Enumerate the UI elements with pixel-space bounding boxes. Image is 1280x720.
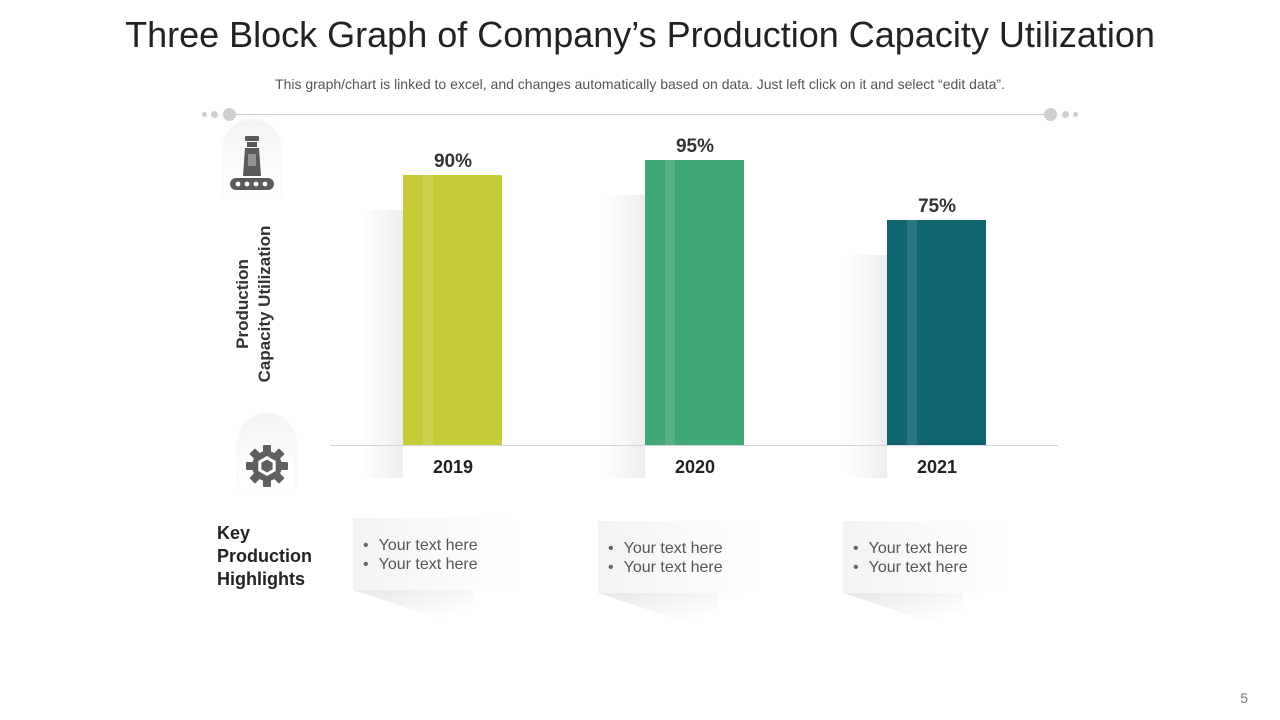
highlight-bullet: Your text here [853, 539, 968, 558]
divider-dot [1073, 112, 1078, 117]
page-title: Three Block Graph of Company’s Productio… [125, 14, 1155, 55]
gear-icon [245, 444, 289, 488]
bar-value-label: 95% [675, 136, 715, 157]
bar-shadow [603, 195, 645, 478]
highlight-bullet: Your text here [608, 539, 723, 558]
highlight-card-2019: Your text here Your text here [353, 518, 523, 590]
divider-dot [1044, 108, 1057, 121]
highlight-bullet: Your text here [608, 558, 723, 577]
bar-highlight [423, 175, 433, 445]
page-subtitle: This graph/chart is linked to excel, and… [275, 76, 1005, 92]
divider-dot [211, 111, 218, 118]
highlight-list: Your text here Your text here [853, 539, 968, 577]
bar-2021 [887, 220, 986, 445]
bar-2019 [403, 175, 502, 445]
x-tick-label: 2020 [674, 457, 716, 477]
x-tick-label: 2019 [432, 457, 474, 477]
highlight-bullet: Your text here [363, 536, 478, 555]
divider-dot [223, 108, 236, 121]
highlight-card-2021: Your text here Your text here [843, 521, 1013, 593]
key-highlights-title: Key Production Highlights [217, 522, 347, 591]
highlight-card-2020: Your text here Your text here [598, 521, 768, 593]
highlight-list: Your text here Your text here [363, 536, 478, 574]
bar-highlight [907, 220, 917, 445]
bar-2020 [645, 160, 744, 445]
bar-value-label: 75% [917, 196, 957, 217]
bar-shadow [361, 210, 403, 478]
bar-highlight [665, 160, 675, 445]
highlight-list: Your text here Your text here [608, 539, 723, 577]
bar-value-label: 90% [433, 151, 473, 172]
bar-shadow [845, 255, 887, 478]
key-title-line1: Key [217, 523, 251, 543]
divider-dot [1062, 111, 1069, 118]
x-tick-label: 2021 [916, 457, 958, 477]
divider-dot [202, 112, 207, 117]
highlight-bullet: Your text here [853, 558, 968, 577]
x-axis-baseline [330, 445, 1058, 446]
key-title-line2: Production [217, 546, 312, 566]
key-title-line3: Highlights [217, 569, 305, 589]
highlight-bullet: Your text here [363, 555, 478, 574]
page-number: 5 [1240, 690, 1248, 706]
factory-chimney-icon [228, 134, 276, 194]
divider-line [236, 114, 1044, 115]
